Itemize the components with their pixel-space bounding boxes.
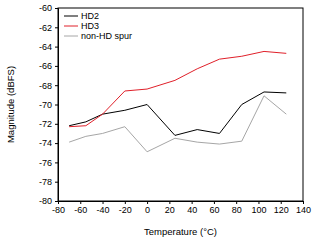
tick-label: -60 xyxy=(39,3,52,13)
tick: 80 xyxy=(232,201,242,215)
tick: -60 xyxy=(74,201,87,215)
tick: -40 xyxy=(97,201,110,215)
tick-mark xyxy=(55,162,58,163)
tick: 60 xyxy=(209,201,219,215)
series-line xyxy=(69,92,286,135)
plot-frame xyxy=(58,8,303,201)
legend-swatch xyxy=(64,26,78,27)
legend-label: non-HD spur xyxy=(81,31,132,41)
tick-label: 140 xyxy=(296,205,311,215)
tick-label: -80 xyxy=(39,196,52,206)
x-axis: -80 -60 -40 -20 0 20 40 60 80 100 120 140 xyxy=(52,201,311,215)
legend-entry: HD2 xyxy=(64,11,99,21)
tick: -68 xyxy=(39,81,58,91)
tick-label: -40 xyxy=(97,205,110,215)
tick-label: 40 xyxy=(187,205,197,215)
tick: -76 xyxy=(39,158,58,168)
tick-mark xyxy=(281,201,282,204)
series-group xyxy=(69,51,286,151)
tick-mark xyxy=(55,27,58,28)
tick-mark xyxy=(55,124,58,125)
tick-mark xyxy=(55,8,58,9)
tick-mark xyxy=(55,66,58,67)
tick-mark xyxy=(55,85,58,86)
tick: -66 xyxy=(39,61,58,71)
x-axis-title: Temperature (°C) xyxy=(144,226,217,237)
tick-mark xyxy=(192,201,193,204)
tick: 120 xyxy=(274,201,289,215)
tick-mark xyxy=(55,47,58,48)
tick-mark xyxy=(169,201,170,204)
series-line xyxy=(69,51,286,126)
tick-label: -20 xyxy=(119,205,132,215)
tick-mark xyxy=(236,201,237,204)
tick: -20 xyxy=(119,201,132,215)
series-line xyxy=(69,96,286,152)
tick-label: -80 xyxy=(52,205,65,215)
legend-entry: non-HD spur xyxy=(64,31,132,41)
tick-mark xyxy=(147,201,148,204)
y-axis-title: Magnitude (dBFS) xyxy=(5,66,16,143)
tick-label: -68 xyxy=(39,81,52,91)
tick: -80 xyxy=(39,196,58,206)
tick: -64 xyxy=(39,42,58,52)
tick-mark xyxy=(55,201,58,202)
tick: 140 xyxy=(296,201,311,215)
tick: -60 xyxy=(39,3,58,13)
legend-label: HD2 xyxy=(81,11,99,21)
tick-mark xyxy=(303,201,304,204)
tick: 40 xyxy=(187,201,197,215)
axis-line xyxy=(55,9,59,202)
tick-label: -78 xyxy=(39,177,52,187)
tick: -78 xyxy=(39,177,58,187)
tick-mark xyxy=(103,201,104,204)
plot: -80-60-40-20020406080100120140-80-78-76-… xyxy=(39,3,311,215)
tick-label: -64 xyxy=(39,42,52,52)
tick-label: -60 xyxy=(74,205,87,215)
tick: 100 xyxy=(251,201,266,215)
chart: -80-60-40-20020406080100120140-80-78-76-… xyxy=(0,0,321,243)
tick-label: 120 xyxy=(274,205,289,215)
legend-swatch xyxy=(64,16,78,17)
tick-mark xyxy=(80,201,81,204)
tick-mark xyxy=(55,182,58,183)
tick-label: -72 xyxy=(39,119,52,129)
legend-entry: HD3 xyxy=(64,21,99,31)
y-axis: -80 -78 -76 -74 -72 -70 -68 -66 -64 -62 -60 xyxy=(39,3,59,206)
tick-mark xyxy=(55,143,58,144)
tick-label: -70 xyxy=(39,100,52,110)
axis-line xyxy=(59,202,304,205)
legend: HD2HD3non-HD spur xyxy=(64,11,132,41)
tick: 0 xyxy=(145,201,150,215)
tick-label: 80 xyxy=(232,205,242,215)
tick: -72 xyxy=(39,119,58,129)
tick: 20 xyxy=(165,201,175,215)
tick-mark xyxy=(214,201,215,204)
tick-mark xyxy=(258,201,259,204)
tick-label: -74 xyxy=(39,138,52,148)
tick: -62 xyxy=(39,23,58,33)
tick-label: 60 xyxy=(209,205,219,215)
tick-label: -66 xyxy=(39,61,52,71)
tick-label: 20 xyxy=(165,205,175,215)
tick: -70 xyxy=(39,100,58,110)
tick-label: -62 xyxy=(39,23,52,33)
legend-label: HD3 xyxy=(81,21,99,31)
tick: -74 xyxy=(39,138,58,148)
legend-swatch xyxy=(64,36,78,37)
tick-mark xyxy=(55,105,58,106)
tick: -80 xyxy=(52,201,65,215)
tick-label: 100 xyxy=(251,205,266,215)
tick-mark xyxy=(125,201,126,204)
tick-label: -76 xyxy=(39,158,52,168)
tick-label: 0 xyxy=(145,205,150,215)
